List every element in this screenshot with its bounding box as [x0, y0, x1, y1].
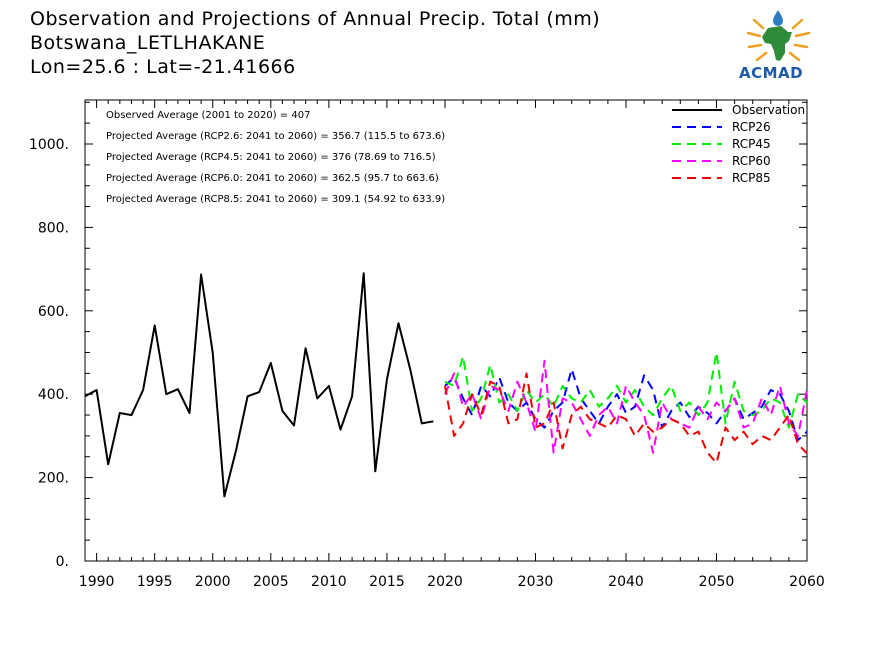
y-tick-label: 200. [38, 471, 69, 487]
x-tick-label: 1990 [79, 574, 115, 590]
x-tick-label: 2040 [608, 574, 644, 590]
annotation-block: Observed Average (2001 to 2020) = 407 Pro… [106, 110, 445, 205]
y-tick-label: 1000. [29, 137, 69, 153]
annotation-line: Projected Average (RCP6.0: 2041 to 2060)… [106, 173, 439, 184]
legend-label: Observation [732, 103, 805, 117]
series-line-rcp60 [444, 359, 808, 454]
series-line-rcp45 [444, 351, 808, 429]
plot-frame [84, 99, 808, 562]
annotation-line: Projected Average (RCP8.5: 2041 to 2060)… [106, 194, 445, 205]
x-tick-labels: 1990 1995 2000 2005 2010 2015 2020 2030 2040 2050… [79, 574, 825, 590]
y-tick-label: 800. [38, 220, 69, 236]
series-line-observation [84, 272, 434, 498]
axis-ticks [85, 100, 808, 562]
chart-title: Observation and Projections of Annual Pr… [30, 8, 601, 30]
legend-label: RCP45 [732, 137, 771, 151]
legend: Observation RCP26 RCP45 RCP60 RCP85 [672, 103, 805, 185]
x-tick-label: 2000 [195, 574, 231, 590]
annotation-line: Projected Average (RCP2.6: 2041 to 2060)… [106, 131, 445, 142]
series-lines [84, 272, 808, 498]
legend-label: RCP85 [732, 171, 771, 185]
africa-map-icon [746, 10, 811, 62]
logo-text: ACMAD [739, 64, 804, 82]
x-tick-label: 2005 [253, 574, 289, 590]
x-tick-label: 2020 [427, 574, 463, 590]
station-name: Botswana_LETLHAKANE [30, 32, 266, 54]
x-tick-label: 2010 [311, 574, 347, 590]
coordinates: Lon=25.6 : Lat=-21.41666 [30, 56, 296, 78]
annotation-line: Projected Average (RCP4.5: 2041 to 2060)… [106, 152, 436, 163]
y-tick-label: 0. [56, 554, 69, 570]
x-tick-label: 2030 [518, 574, 554, 590]
series-line-rcp26 [444, 368, 808, 442]
y-tick-label: 400. [38, 387, 69, 403]
legend-label: RCP60 [732, 154, 771, 168]
series-line-rcp85 [444, 372, 808, 464]
legend-label: RCP26 [732, 120, 771, 134]
x-tick-label: 2015 [369, 574, 405, 590]
x-tick-label: 2050 [699, 574, 735, 590]
x-tick-label: 2060 [789, 574, 825, 590]
annotation-line: Observed Average (2001 to 2020) = 407 [106, 110, 310, 121]
y-tick-labels: 0. 200. 400. 600. 800. 1000. [29, 137, 69, 570]
y-tick-label: 600. [38, 304, 69, 320]
acmad-logo [735, 8, 825, 86]
x-tick-label: 1995 [137, 574, 173, 590]
